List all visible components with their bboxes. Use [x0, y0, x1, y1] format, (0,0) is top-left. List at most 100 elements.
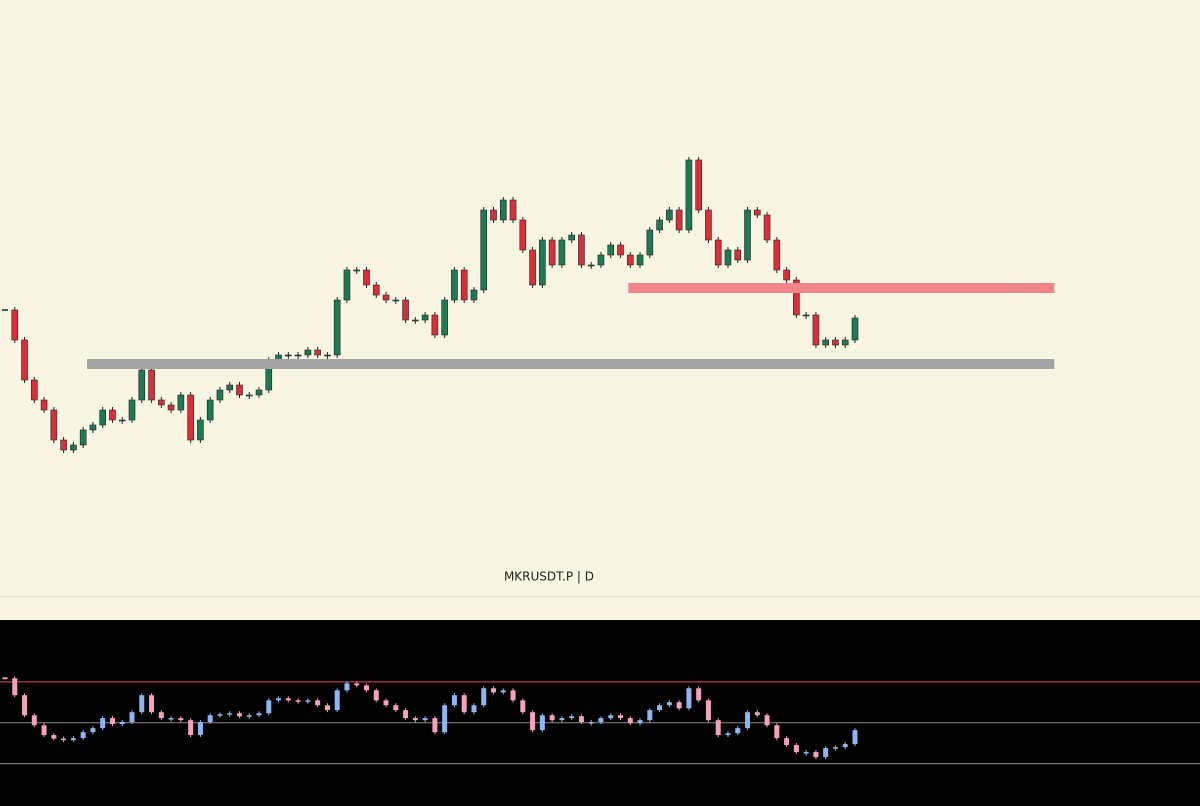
- indicator-candle: [686, 688, 692, 709]
- candle: [724, 249, 732, 266]
- indicator-candle: [549, 715, 555, 721]
- candle: [822, 339, 829, 346]
- candle: [343, 269, 351, 301]
- candle: [656, 219, 663, 231]
- candle: [118, 419, 126, 422]
- indicator-candle: [559, 718, 565, 721]
- candle: [793, 279, 800, 316]
- indicator-candle: [774, 725, 780, 739]
- indicator-candle: [305, 700, 311, 702]
- candle: [734, 249, 742, 261]
- candle: [245, 394, 253, 397]
- indicator-candle: [598, 718, 604, 722]
- indicator-candle: [207, 715, 213, 722]
- candle: [714, 239, 722, 266]
- candle: [158, 399, 165, 406]
- indicator-candle: [461, 695, 467, 713]
- indicator-candle: [80, 732, 86, 739]
- indicator-candle: [61, 738, 67, 741]
- candle: [372, 284, 380, 296]
- indicator-panel: [0, 620, 1200, 806]
- candle: [666, 209, 673, 221]
- price-panel: [0, 0, 1200, 620]
- indicator-candle: [139, 695, 145, 713]
- indicator-candle: [793, 745, 799, 753]
- candle: [431, 314, 439, 336]
- indicator-candle: [764, 715, 770, 726]
- candle: [216, 389, 224, 401]
- candle: [50, 409, 58, 441]
- candle: [255, 389, 263, 396]
- indicator-candle: [422, 718, 428, 721]
- indicator-candle: [217, 714, 223, 716]
- indicator-candle: [696, 688, 702, 701]
- indicator-candle: [276, 698, 282, 701]
- indicator-candle: [412, 718, 418, 721]
- indicator-candle: [324, 705, 330, 711]
- indicator-candle: [481, 688, 487, 706]
- indicator-candle: [178, 718, 184, 721]
- candle: [392, 299, 400, 302]
- indicator-candle: [666, 702, 672, 706]
- candle: [519, 219, 527, 251]
- indicator-candle: [70, 738, 76, 741]
- candle: [60, 439, 67, 451]
- candle: [636, 254, 644, 266]
- indicator-candle: [266, 700, 272, 714]
- candle: [206, 399, 214, 421]
- indicator-candle: [432, 718, 438, 733]
- candle: [314, 349, 321, 356]
- indicator-candle: [149, 695, 155, 713]
- indicator-candle: [334, 690, 340, 711]
- indicator-candle: [403, 710, 409, 719]
- indicator-candle: [813, 752, 819, 758]
- indicator-candle: [578, 716, 584, 722]
- candle: [99, 409, 106, 426]
- candle: [499, 199, 507, 221]
- candle: [783, 269, 790, 281]
- candle: [187, 394, 194, 441]
- chart-title: MKRUSDT.P | D: [504, 570, 594, 584]
- indicator-candle: [90, 728, 96, 733]
- candle: [763, 214, 771, 241]
- candle: [402, 299, 409, 321]
- candle: [480, 209, 488, 291]
- indicator-candle: [637, 720, 643, 724]
- indicator-candle: [510, 690, 516, 701]
- candle: [617, 244, 624, 256]
- candle: [607, 244, 615, 256]
- indicator-candle: [246, 715, 252, 717]
- indicator-candle: [842, 744, 848, 748]
- zone: [628, 283, 1055, 293]
- candle: [832, 339, 839, 346]
- candle: [685, 159, 693, 231]
- indicator-candle: [285, 698, 291, 701]
- indicator-candle: [647, 710, 653, 721]
- indicator-candle: [442, 705, 448, 733]
- indicator-candle: [188, 720, 194, 736]
- candle: [40, 399, 48, 411]
- candle: [812, 314, 820, 346]
- candle: [31, 379, 38, 401]
- indicator-candle: [100, 718, 106, 729]
- indicator-candle: [705, 700, 711, 721]
- indicator-candle: [471, 705, 477, 713]
- indicator-candle: [676, 702, 682, 709]
- candle: [324, 354, 331, 357]
- candle: [851, 317, 859, 341]
- indicator-candle: [119, 721, 125, 725]
- indicator-candle: [745, 712, 751, 729]
- indicator-candle: [354, 683, 360, 686]
- candle: [167, 404, 175, 411]
- indicator-candle: [168, 718, 174, 720]
- indicator-candle: [803, 752, 809, 754]
- indicator-candle: [129, 712, 135, 722]
- candle: [89, 424, 97, 431]
- candle: [773, 239, 781, 271]
- indicator-candle: [784, 738, 790, 746]
- candle: [226, 384, 234, 391]
- indicator-candle: [12, 678, 18, 696]
- indicator-candle: [227, 713, 233, 715]
- indicator-candle: [520, 700, 526, 713]
- candle: [197, 419, 204, 441]
